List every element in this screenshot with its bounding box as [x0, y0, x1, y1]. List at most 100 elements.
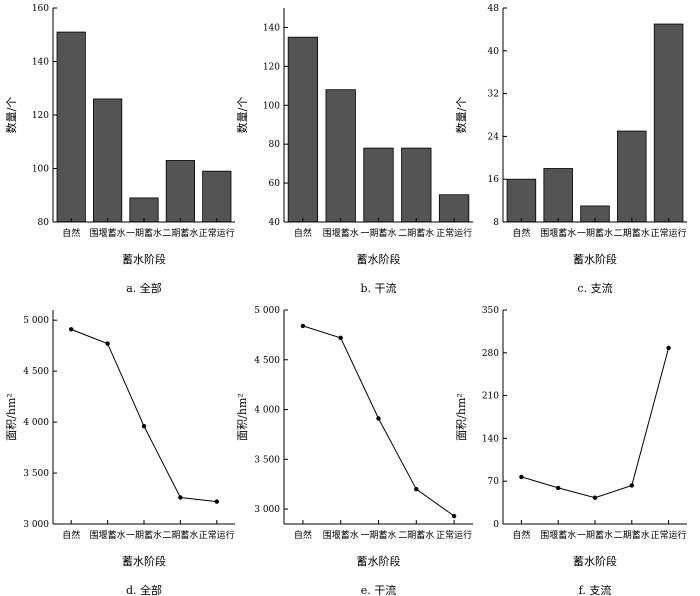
x-tick-label: 一期蓄水: [360, 529, 396, 541]
y-tick-label: 160: [32, 4, 49, 14]
x-tick-label: 正常运行: [436, 529, 472, 541]
y-tick-label: 210: [482, 392, 499, 402]
x-axis-title: 蓄水阶段: [122, 554, 166, 568]
series-line: [302, 325, 455, 517]
x-tick-label: 自然: [62, 529, 80, 541]
data-point-5: [214, 499, 219, 504]
x-tick-label: 自然: [294, 227, 312, 239]
x-tick-label: 正常运行: [651, 227, 687, 239]
x-tick-label: 一期蓄水: [126, 227, 162, 239]
panel-caption: d. 全部: [126, 583, 162, 596]
y-tick-label: 40: [269, 218, 281, 228]
x-tick-label: 一期蓄水: [360, 227, 396, 239]
y-axis-title: 数量/个: [5, 97, 18, 134]
data-point-3: [141, 423, 147, 429]
y-tick-label: 5 000: [23, 316, 49, 326]
data-point-1: [519, 474, 524, 480]
bar-1: [287, 36, 319, 223]
x-tick-label: 自然: [512, 529, 530, 541]
bar-3: [363, 147, 394, 223]
y-tick-label: 4 000: [23, 418, 49, 428]
y-tick-label: 120: [32, 111, 49, 121]
data-point-5: [451, 513, 457, 519]
bar-5: [653, 23, 684, 223]
y-axis-title: 面积/hm²: [455, 393, 468, 441]
y-tick-label: 140: [32, 58, 49, 68]
y-tick-label: 100: [32, 165, 49, 175]
panel-caption: a. 全部: [126, 281, 162, 295]
x-tick-label: 正常运行: [436, 227, 472, 239]
bar-4: [165, 160, 195, 223]
data-point-4: [178, 495, 183, 500]
y-tick-label: 3 000: [23, 520, 49, 530]
x-tick-label: 二期蓄水: [162, 529, 198, 541]
y-tick-label: 140: [482, 434, 499, 444]
x-tick-label: 围堰蓄水: [90, 529, 126, 541]
x-tick-label: 围堰蓄水: [323, 529, 359, 541]
x-tick-label: 正常运行: [199, 529, 235, 541]
data-point-2: [105, 341, 110, 346]
y-tick-label: 350: [482, 306, 499, 316]
y-tick-label: 8: [493, 218, 499, 228]
series-line: [71, 328, 217, 503]
y-tick-label: 4 500: [23, 367, 49, 377]
y-axis-title: 面积/hm²: [236, 393, 249, 441]
chart-mainstream-area: 3 000 3 500 4 000 4 500 5 000 自然 围堰蓄水 一期蓄水 二期蓄水正…: [236, 306, 473, 596]
bar-5: [438, 194, 470, 223]
bar-2: [325, 89, 356, 223]
x-axis-title: 蓄水阶段: [573, 252, 617, 266]
x-tick-label: 自然: [512, 227, 530, 239]
x-tick-label: 围堰蓄水: [540, 529, 576, 541]
x-tick-label: 二期蓄水: [614, 529, 650, 541]
bar-4: [401, 147, 432, 223]
x-tick-label: 正常运行: [199, 227, 235, 239]
x-tick-label: 自然: [294, 529, 312, 541]
bar-2: [93, 98, 123, 223]
y-tick-label: 80: [269, 140, 281, 150]
data-point-3: [592, 495, 598, 500]
x-tick-label: 一期蓄水: [577, 227, 613, 239]
y-tick-label: 80: [38, 218, 50, 228]
chart-all-area: 3 000 3 500 4 000 4 500 5 000 自然 围堰蓄水 一期蓄水 二期蓄水正…: [5, 310, 235, 596]
bar-2: [543, 168, 573, 223]
x-tick-label: 围堰蓄水: [323, 227, 359, 239]
y-tick-label: 120: [263, 62, 280, 72]
y-tick-label: 280: [482, 349, 499, 359]
x-tick-label: 二期蓄水: [614, 227, 650, 239]
bar-3: [129, 197, 159, 223]
x-tick-label: 一期蓄水: [126, 529, 162, 541]
y-axis-title: 面积/hm²: [5, 393, 18, 441]
data-point-3: [376, 416, 381, 421]
y-tick-label: 3 500: [254, 455, 280, 465]
x-tick-label: 二期蓄水: [398, 227, 434, 239]
y-tick-label: 70: [488, 477, 500, 487]
data-point-4: [629, 483, 634, 488]
data-point-1: [300, 323, 306, 329]
data-point-4: [414, 486, 419, 492]
y-tick-label: 32: [488, 90, 499, 100]
y-tick-label: 3 500: [23, 469, 49, 479]
x-axis-title: 蓄水阶段: [357, 252, 401, 266]
bar-5: [202, 170, 232, 223]
bar-4: [617, 130, 647, 223]
x-axis-title: 蓄水阶段: [573, 554, 617, 568]
y-tick-label: 16: [488, 175, 500, 185]
x-tick-label: 正常运行: [651, 529, 687, 541]
x-axis-title: 蓄水阶段: [357, 554, 401, 568]
x-tick-label: 二期蓄水: [162, 227, 198, 239]
y-tick-label: 3 000: [254, 505, 280, 515]
x-tick-label: 一期蓄水: [577, 529, 613, 541]
y-tick-label: 60: [269, 179, 281, 189]
y-tick-label: 100: [263, 101, 280, 111]
panel-caption: f. 支流: [579, 583, 612, 596]
y-tick-label: 4 000: [254, 406, 280, 416]
y-tick-label: 40: [488, 47, 500, 57]
x-tick-label: 围堰蓄水: [90, 227, 126, 239]
series-line: [521, 347, 670, 499]
bar-1: [56, 31, 86, 223]
